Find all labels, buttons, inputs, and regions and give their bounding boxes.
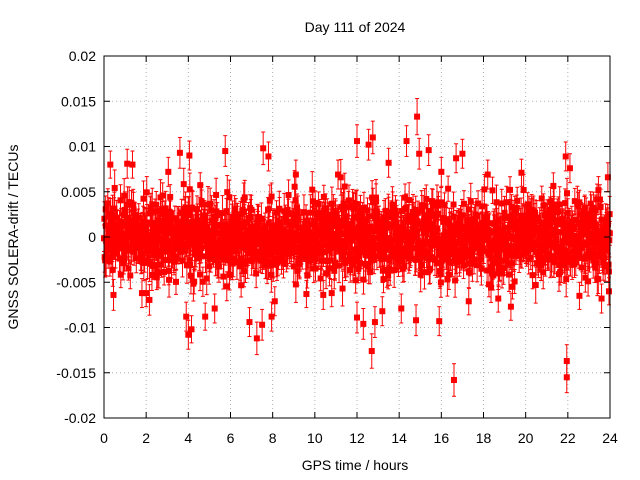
chart-title: Day 111 of 2024 [305, 19, 406, 35]
